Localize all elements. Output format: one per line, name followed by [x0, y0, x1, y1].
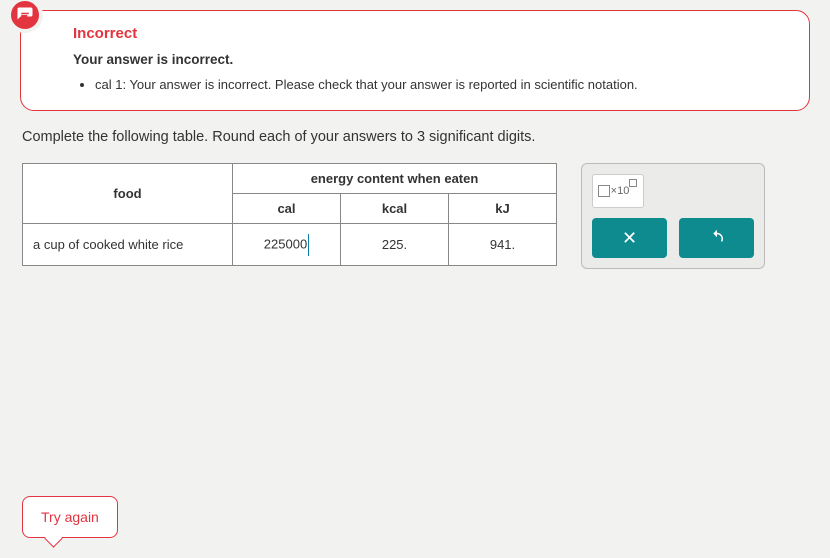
- undo-button[interactable]: [679, 218, 754, 258]
- col-header-kcal: kcal: [341, 194, 449, 224]
- cell-kj[interactable]: 941.: [449, 224, 557, 266]
- alert-title: Incorrect: [73, 25, 791, 42]
- incorrect-alert: Incorrect Your answer is incorrect. cal …: [20, 10, 810, 111]
- x-icon: ✕: [622, 228, 637, 249]
- cell-kcal[interactable]: 225.: [341, 224, 449, 266]
- alert-subtitle: Your answer is incorrect.: [73, 52, 791, 67]
- text-cursor: [308, 234, 309, 256]
- energy-table: food energy content when eaten cal kcal …: [22, 163, 557, 266]
- alert-bullet: cal 1: Your answer is incorrect. Please …: [95, 77, 791, 92]
- cal-input-value: 225000: [264, 236, 307, 251]
- chat-icon: [7, 0, 43, 33]
- clear-button[interactable]: ✕: [592, 218, 667, 258]
- try-again-button[interactable]: Try again: [22, 496, 118, 538]
- table-row: a cup of cooked white rice 225000 225. 9…: [23, 224, 557, 266]
- col-header-cal: cal: [233, 194, 341, 224]
- undo-icon: [708, 229, 726, 247]
- sci-label: ×10: [611, 185, 630, 197]
- col-header-kj: kJ: [449, 194, 557, 224]
- sci-notation-button[interactable]: ×10: [592, 174, 644, 208]
- sci-base-box: [598, 185, 610, 197]
- sci-exp-box: [629, 179, 637, 187]
- instruction-text: Complete the following table. Round each…: [22, 129, 808, 145]
- alert-bullet-list: cal 1: Your answer is incorrect. Please …: [73, 77, 791, 92]
- col-header-food: food: [23, 164, 233, 224]
- cell-food: a cup of cooked white rice: [23, 224, 233, 266]
- col-header-energy: energy content when eaten: [233, 164, 557, 194]
- cell-cal[interactable]: 225000: [233, 224, 341, 266]
- input-toolbox: ×10 ✕: [581, 163, 765, 269]
